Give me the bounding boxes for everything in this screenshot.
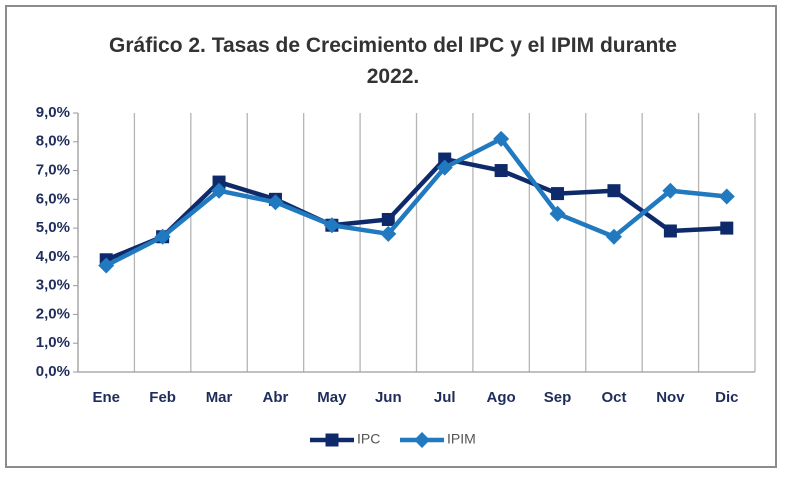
legend-marker — [414, 432, 430, 448]
chart-border — [5, 5, 777, 468]
y-tick-label: 2,0% — [36, 305, 70, 322]
data-point — [663, 224, 677, 238]
data-point — [494, 164, 508, 178]
data-point — [718, 188, 735, 205]
x-tick-label: Ago — [487, 389, 516, 406]
x-tick-label: Sep — [544, 389, 572, 406]
y-tick-label: 6,0% — [36, 190, 70, 207]
legend-label: IPC — [357, 431, 380, 447]
x-tick-label: May — [317, 389, 347, 406]
data-point — [493, 130, 510, 147]
data-point — [438, 152, 452, 166]
data-point — [98, 257, 115, 274]
legend-marker — [325, 433, 339, 447]
data-point — [551, 187, 565, 201]
x-tick-label: Nov — [656, 389, 685, 406]
x-tick-label: Jul — [434, 389, 456, 406]
y-tick-label: 5,0% — [36, 219, 70, 236]
series-line — [105, 156, 727, 262]
x-tick-label: Ene — [92, 389, 120, 406]
y-tick-label: 3,0% — [36, 277, 70, 294]
y-tick-label: 0,0% — [36, 363, 70, 380]
x-tick-label: Mar — [206, 389, 233, 406]
data-point — [323, 217, 340, 234]
data-point — [662, 182, 679, 199]
legend-label: IPIM — [447, 431, 476, 447]
y-tick-label: 8,0% — [36, 133, 70, 150]
y-tick-label: 4,0% — [36, 248, 70, 265]
series-line — [105, 136, 728, 268]
x-tick-label: Abr — [263, 389, 289, 406]
chart-title: Gráfico 2. Tasas de Crecimiento del IPC … — [109, 34, 677, 88]
data-point — [549, 205, 566, 222]
data-point — [380, 225, 397, 242]
data-point — [211, 182, 228, 199]
y-tick-label: 9,0% — [36, 104, 70, 121]
data-point — [267, 194, 284, 211]
x-tick-label: Feb — [149, 389, 176, 406]
y-tick-label: 7,0% — [36, 162, 70, 179]
x-tick-label: Jun — [375, 389, 402, 406]
y-tick-label: 1,0% — [36, 334, 70, 351]
data-point — [605, 228, 622, 245]
x-tick-label: Dic — [715, 389, 738, 406]
x-tick-label: Oct — [601, 389, 626, 406]
data-point — [154, 228, 171, 245]
data-point — [436, 159, 453, 176]
data-point — [212, 175, 226, 189]
data-point — [607, 184, 621, 198]
data-point — [381, 212, 395, 226]
data-point — [720, 221, 734, 235]
